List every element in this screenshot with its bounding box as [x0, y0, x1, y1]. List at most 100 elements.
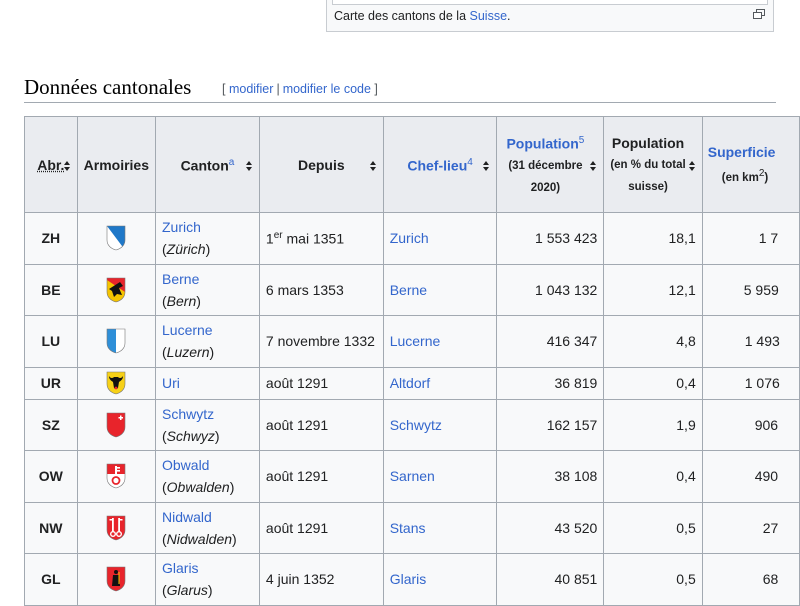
col-header-capital[interactable]: Chef-lieu4 [383, 117, 497, 213]
capital-link[interactable]: Lucerne [390, 333, 441, 349]
canton-arms[interactable] [77, 502, 155, 554]
sort-icon[interactable] [246, 161, 253, 171]
capital-link[interactable]: Altdorf [390, 375, 430, 391]
canton-area: 1 076 [702, 367, 799, 399]
canton-link[interactable]: Glaris [162, 560, 199, 576]
sort-icon[interactable] [483, 161, 490, 171]
table-row: GL Glaris (Glarus) 4 juin 1352 Glaris 40 … [25, 554, 800, 606]
canton-link[interactable]: Schwytz [162, 406, 214, 422]
obwalden-key-shield-icon[interactable] [106, 463, 126, 489]
canton-link[interactable]: Lucerne [162, 322, 213, 338]
capital-link[interactable]: Stans [390, 520, 426, 536]
canton-link[interactable]: Obwald [162, 457, 209, 473]
col-header-population-pct[interactable]: Population (en % du total suisse) [604, 117, 702, 213]
edit-section: [ modifier | modifier le code ] [222, 82, 378, 96]
canton-arms[interactable] [77, 451, 155, 503]
canton-link[interactable]: Berne [162, 271, 199, 287]
canton-note-link[interactable]: a [229, 157, 235, 168]
canton-since: 4 juin 1352 [259, 554, 383, 606]
col-header-area[interactable]: Superficie (en km2) [702, 117, 799, 213]
canton-abbr: BE [25, 264, 78, 316]
table-row: UR Uri août 1291 Altdorf 36 819 0,4 1 07… [25, 367, 800, 399]
magnify-icon[interactable] [753, 9, 765, 19]
table-row: BE Berne (Bern) 6 mars 1353 Berne 1 043 1… [25, 264, 800, 316]
cantons-table-wrapper: Abr. Armoiries Cantona Depuis Chef-lieu4… [24, 116, 800, 606]
col-header-population[interactable]: Population5 (31 décembre 2020) [497, 117, 604, 213]
canton-abbr: UR [25, 367, 78, 399]
sort-icon[interactable] [64, 161, 71, 171]
sort-icon[interactable] [689, 161, 696, 171]
canton-name: Uri [156, 367, 260, 399]
canton-arms[interactable] [77, 316, 155, 368]
population-note-link[interactable]: 5 [579, 135, 585, 146]
capital-link[interactable]: Sarnen [390, 468, 435, 484]
chef-lieu-link[interactable]: Chef-lieu [407, 158, 467, 174]
canton-since: 1er mai 1351 [259, 213, 383, 265]
canton-capital: Glaris [383, 554, 497, 606]
edit-link[interactable]: modifier [229, 82, 273, 96]
canton-population-pct: 4,8 [604, 316, 702, 368]
capital-note-link[interactable]: 4 [467, 157, 473, 168]
map-image-frame[interactable] [332, 0, 768, 5]
suisse-link[interactable]: Suisse [470, 9, 508, 23]
col-header-canton[interactable]: Cantona [156, 117, 260, 213]
sort-icon[interactable] [370, 161, 377, 171]
canton-area: 5 959 [702, 264, 799, 316]
table-row: OW Obwald (Obwalden) août 1291 Sarnen 38 … [25, 451, 800, 503]
canton-capital: Zurich [383, 213, 497, 265]
canton-population: 43 520 [497, 502, 604, 554]
canton-name: Lucerne (Luzern) [156, 316, 260, 368]
canton-capital: Stans [383, 502, 497, 554]
lucerne-shield-icon[interactable] [106, 328, 126, 354]
canton-arms[interactable] [77, 399, 155, 451]
canton-name: Obwald (Obwalden) [156, 451, 260, 503]
canton-name: Nidwald (Nidwalden) [156, 502, 260, 554]
table-row: SZ Schwytz (Schwyz) août 1291 Schwytz 162… [25, 399, 800, 451]
canton-arms[interactable] [77, 554, 155, 606]
canton-population-pct: 12,1 [604, 264, 702, 316]
edit-code-link[interactable]: modifier le code [283, 82, 371, 96]
canton-abbr: LU [25, 316, 78, 368]
canton-abbr: SZ [25, 399, 78, 451]
bern-bear-shield-icon[interactable] [106, 277, 126, 303]
col-header-arms: Armoiries [77, 117, 155, 213]
canton-name: Berne (Bern) [156, 264, 260, 316]
zurich-shield-icon[interactable] [106, 225, 126, 251]
nidwalden-keys-shield-icon[interactable] [106, 515, 126, 541]
col-header-abbr[interactable]: Abr. [25, 117, 78, 213]
canton-link[interactable]: Zurich [162, 219, 201, 235]
canton-link[interactable]: Nidwald [162, 509, 212, 525]
table-row: NW Nidwald (Nidwalden) août 1291 Stans 43… [25, 502, 800, 554]
canton-link[interactable]: Uri [162, 375, 180, 391]
canton-population: 1 553 423 [497, 213, 604, 265]
population-link[interactable]: Population [506, 136, 578, 152]
canton-since: août 1291 [259, 399, 383, 451]
thumb-caption: Carte des cantons de la Suisse. [334, 9, 511, 23]
glarus-fridolin-shield-icon[interactable] [106, 566, 126, 592]
capital-link[interactable]: Schwytz [390, 417, 442, 433]
canton-capital: Schwytz [383, 399, 497, 451]
canton-since: 7 novembre 1332 [259, 316, 383, 368]
canton-population: 416 347 [497, 316, 604, 368]
uri-bull-shield-icon[interactable] [106, 371, 126, 395]
superficie-link[interactable]: Superficie [708, 144, 776, 160]
schwyz-shield-icon[interactable] [106, 412, 126, 438]
canton-name: Schwytz (Schwyz) [156, 399, 260, 451]
capital-link[interactable]: Zurich [390, 230, 429, 246]
canton-area: 1 7 [702, 213, 799, 265]
canton-arms[interactable] [77, 367, 155, 399]
canton-capital: Lucerne [383, 316, 497, 368]
sort-icon[interactable] [590, 161, 597, 171]
canton-population-pct: 0,5 [604, 554, 702, 606]
capital-link[interactable]: Berne [390, 282, 427, 298]
canton-area: 68 [702, 554, 799, 606]
canton-arms[interactable] [77, 264, 155, 316]
canton-population: 36 819 [497, 367, 604, 399]
col-header-since[interactable]: Depuis [259, 117, 383, 213]
canton-population-pct: 0,4 [604, 451, 702, 503]
capital-link[interactable]: Glaris [390, 571, 427, 587]
canton-arms[interactable] [77, 213, 155, 265]
canton-since: août 1291 [259, 451, 383, 503]
canton-since: août 1291 [259, 367, 383, 399]
canton-capital: Berne [383, 264, 497, 316]
